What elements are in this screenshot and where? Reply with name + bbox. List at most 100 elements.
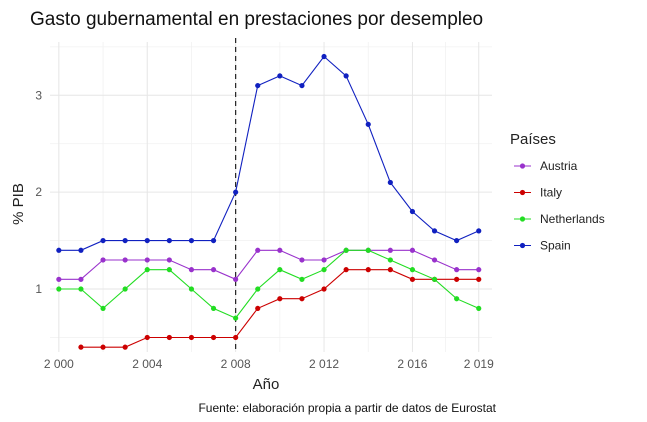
- y-axis-title: % PIB: [10, 183, 27, 225]
- data-point-spain: [387, 179, 393, 186]
- data-point-italy: [210, 334, 217, 341]
- data-point-spain: [100, 237, 106, 244]
- data-point-italy: [188, 334, 195, 341]
- data-point-netherlands: [56, 286, 62, 292]
- data-point-austria: [233, 276, 239, 282]
- y-tick-label: 1: [35, 282, 42, 296]
- chart-title: Gasto gubernamental en prestaciones por …: [30, 9, 483, 30]
- data-point-netherlands: [476, 305, 482, 312]
- legend-label: Spain: [540, 239, 571, 253]
- data-point-italy: [365, 267, 371, 273]
- legend-label: Italy: [540, 186, 562, 200]
- data-point-austria: [122, 257, 128, 263]
- data-point-netherlands: [299, 276, 305, 282]
- x-tick-label: 2 019: [464, 357, 494, 371]
- series-layer: [56, 53, 482, 350]
- data-point-italy: [409, 276, 416, 282]
- data-point-austria: [476, 267, 482, 273]
- data-point-austria: [210, 267, 217, 273]
- legend-label: Austria: [540, 159, 578, 173]
- data-point-netherlands: [277, 267, 283, 273]
- data-point-spain: [166, 237, 172, 244]
- data-point-austria: [166, 257, 172, 263]
- legend-key-point: [519, 163, 526, 169]
- series-netherlands: [56, 247, 482, 321]
- y-tick-label: 3: [35, 88, 42, 102]
- data-point-italy: [343, 267, 349, 273]
- data-point-italy: [122, 344, 128, 350]
- data-point-austria: [409, 247, 416, 253]
- data-point-netherlands: [387, 257, 393, 263]
- data-point-spain: [409, 208, 416, 215]
- data-point-netherlands: [321, 267, 327, 273]
- legend-item-italy: Italy: [514, 186, 562, 200]
- data-point-spain: [454, 237, 460, 244]
- data-point-spain: [343, 73, 349, 79]
- data-point-spain: [299, 82, 305, 89]
- data-point-austria: [299, 257, 305, 263]
- data-point-austria: [188, 267, 195, 273]
- series-line-netherlands: [58, 249, 479, 319]
- data-point-austria: [100, 257, 106, 263]
- data-point-netherlands: [343, 247, 349, 253]
- data-point-italy: [166, 334, 172, 341]
- data-point-austria: [321, 257, 327, 263]
- data-point-spain: [431, 228, 438, 234]
- data-point-italy: [233, 334, 239, 341]
- data-point-austria: [255, 247, 261, 253]
- x-tick-label: 2 004: [132, 357, 162, 371]
- series-line-austria: [58, 249, 479, 280]
- legend-item-spain: Spain: [514, 239, 571, 253]
- data-point-italy: [78, 344, 84, 350]
- legend-key-point: [519, 216, 526, 222]
- data-point-netherlands: [409, 267, 416, 273]
- data-point-spain: [144, 237, 150, 244]
- data-point-netherlands: [454, 296, 460, 302]
- legend-key-point: [519, 189, 526, 196]
- data-point-netherlands: [255, 286, 261, 292]
- y-axis-ticks: 1 2 3: [35, 88, 42, 296]
- series-spain: [56, 53, 482, 253]
- legend-item-netherlands: Netherlands: [514, 212, 605, 226]
- data-point-spain: [122, 237, 128, 244]
- x-tick-label: 2 000: [44, 357, 74, 371]
- data-point-spain: [365, 121, 371, 127]
- data-point-netherlands: [166, 267, 172, 273]
- series-line-spain: [58, 55, 479, 251]
- data-point-austria: [56, 276, 62, 282]
- grid-major: [50, 42, 492, 352]
- data-point-italy: [100, 344, 106, 350]
- y-tick-label: 2: [35, 185, 42, 199]
- data-point-italy: [255, 305, 261, 312]
- source-caption: Fuente: elaboración propia a partir de d…: [198, 401, 496, 415]
- data-point-netherlands: [122, 286, 128, 292]
- data-point-netherlands: [188, 286, 195, 292]
- legend-title: Países: [510, 131, 556, 148]
- data-point-netherlands: [100, 305, 106, 312]
- data-point-spain: [210, 237, 217, 244]
- data-point-italy: [321, 286, 327, 292]
- data-point-netherlands: [431, 276, 438, 282]
- data-point-spain: [78, 247, 84, 253]
- data-point-italy: [454, 276, 460, 282]
- grid-minor: [50, 42, 492, 352]
- legend-label: Netherlands: [540, 212, 605, 226]
- data-point-netherlands: [78, 286, 84, 292]
- data-point-austria: [387, 247, 393, 253]
- data-point-austria: [277, 247, 283, 253]
- data-point-spain: [476, 228, 482, 234]
- data-point-austria: [78, 276, 84, 282]
- data-point-spain: [56, 247, 62, 253]
- x-axis-ticks: 2 000 2 004 2 008 2 012 2 016 2 019: [44, 357, 494, 371]
- data-point-italy: [144, 334, 150, 341]
- data-point-spain: [188, 237, 195, 244]
- x-tick-label: 2 012: [309, 357, 339, 371]
- data-point-spain: [255, 82, 261, 89]
- legend: Países Austria Italy Netherlands Spain: [510, 131, 605, 253]
- data-point-netherlands: [144, 267, 150, 273]
- data-point-netherlands: [210, 305, 217, 312]
- x-tick-label: 2 016: [397, 357, 427, 371]
- legend-key-point: [519, 242, 526, 249]
- data-point-netherlands: [233, 315, 239, 321]
